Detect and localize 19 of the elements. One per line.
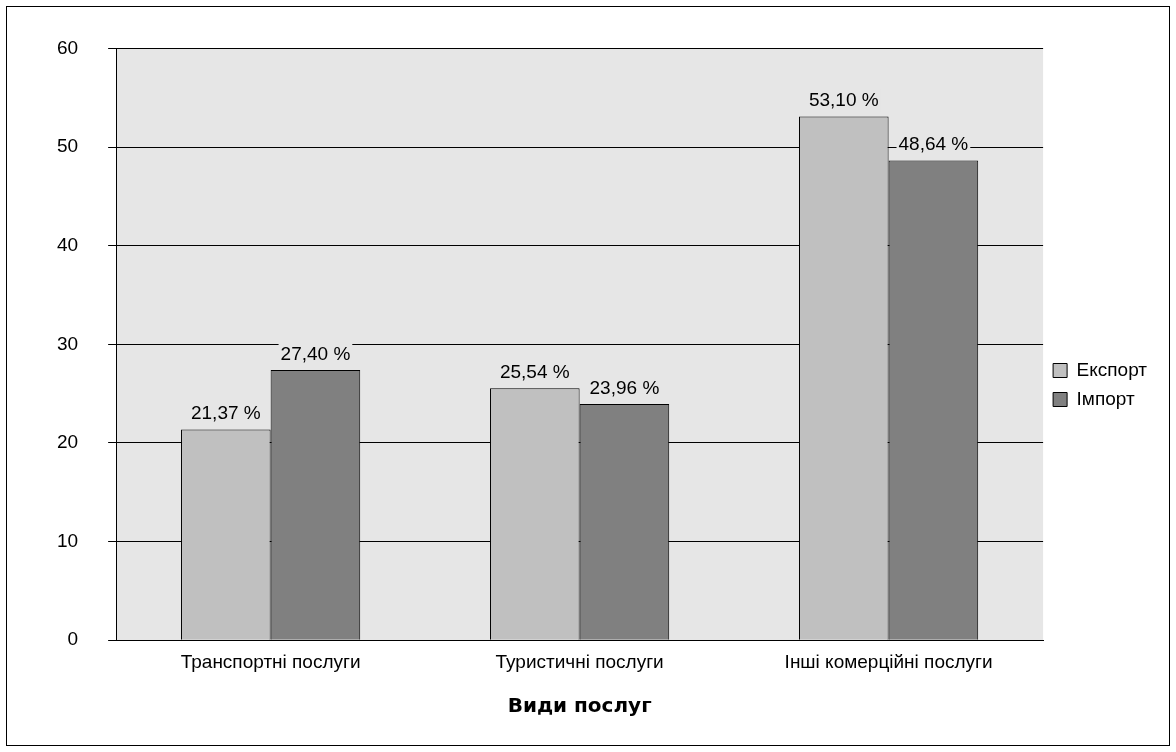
y-tick-label: 10 [56, 529, 79, 551]
y-tick-label: 40 [56, 233, 79, 255]
data-label: 27,40 % [280, 342, 351, 364]
x-axis-title: Види послуг [507, 693, 652, 718]
x-tick-label: Інші комерційні послуги [784, 650, 993, 672]
legend-label: Експорт [1076, 358, 1148, 380]
y-tick-label: 20 [56, 431, 79, 453]
y-tick-label: 60 [56, 36, 79, 58]
data-label: 23,96 % [589, 376, 660, 398]
x-tick-label: Туристичні послуги [495, 650, 664, 672]
data-label: 25,54 % [499, 361, 570, 383]
data-label: 21,37 % [190, 402, 261, 424]
legend-label: Імпорт [1076, 387, 1135, 409]
y-tick-label: 0 [67, 628, 79, 650]
y-tick-label: 50 [56, 135, 79, 157]
data-label: 53,10 % [808, 89, 879, 111]
data-label: 48,64 % [898, 133, 969, 155]
y-tick-label: 30 [56, 332, 79, 354]
x-tick-label: Транспортні послуги [180, 650, 361, 672]
